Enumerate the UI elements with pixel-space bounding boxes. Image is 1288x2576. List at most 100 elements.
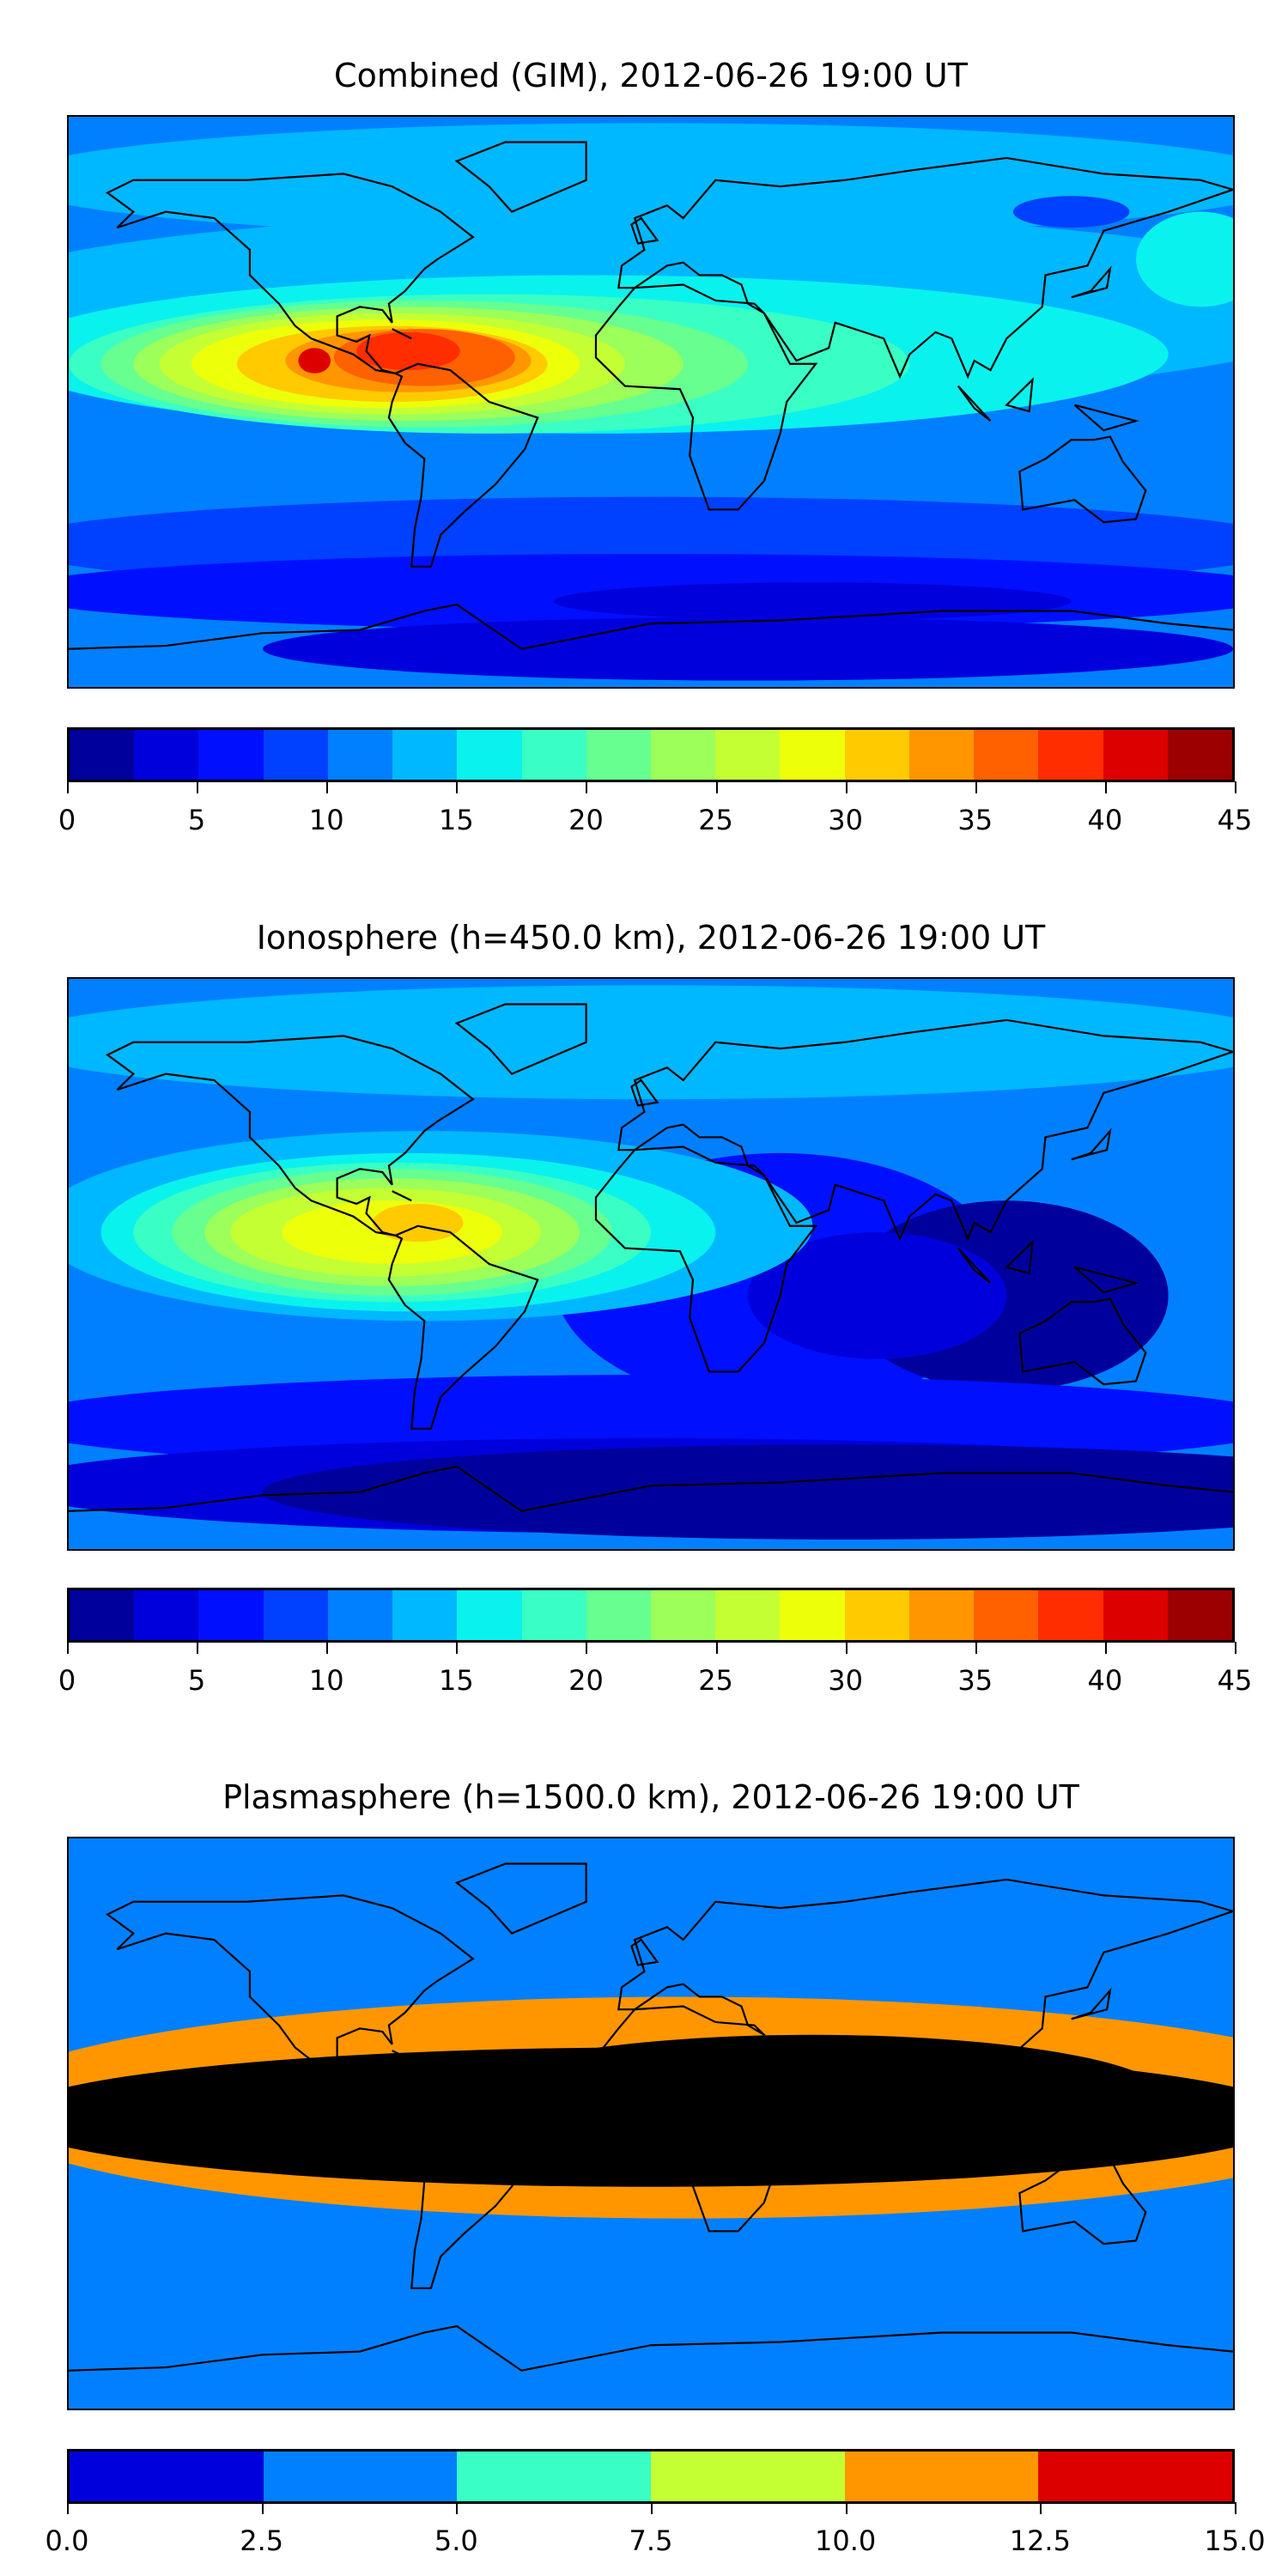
coastline <box>596 2007 816 2232</box>
contour-region <box>263 1444 1233 1540</box>
colorbar-segment <box>1167 1590 1232 1640</box>
colorbar-tick-label: 0.0 <box>45 2524 89 2557</box>
contour-region <box>69 985 1233 1100</box>
colorbar-segment <box>780 1590 845 1640</box>
colorbar-plasmasphere <box>67 2449 1235 2504</box>
colorbar-segment <box>70 2451 264 2501</box>
colorbar-tick-label: 15 <box>438 804 474 836</box>
coastline <box>389 1226 538 1429</box>
coastline <box>958 2108 991 2143</box>
colorbar-combined <box>67 727 1235 782</box>
coastline <box>1006 2101 1032 2133</box>
colorbar-segment <box>134 730 199 780</box>
coastline <box>596 285 816 510</box>
colorbar-tick <box>326 781 329 793</box>
colorbar-ticks-ionosphere: 0 5 10 15 20 25 30 35 40 45 <box>58 1642 1252 1710</box>
contour-region <box>369 2117 460 2143</box>
colorbar-segment <box>521 730 586 780</box>
map-ionosphere <box>67 977 1235 1551</box>
colorbar-tick <box>845 2502 848 2514</box>
colorbar-segment <box>457 1590 522 1640</box>
colorbar-tick <box>586 1642 588 1654</box>
colorbar-tick <box>1235 781 1236 793</box>
colorbar-tick-label: 10.0 <box>815 2524 877 2557</box>
colorbar-segment <box>392 1590 458 1640</box>
colorbar-tick-label: 35 <box>957 804 993 836</box>
coastline <box>958 386 991 422</box>
colorbar-tick-label: 20 <box>568 804 604 836</box>
colorbar-segment <box>844 2451 1039 2501</box>
contour-region <box>373 1203 464 1242</box>
contour-region <box>69 123 1233 238</box>
colorbar-tick <box>715 781 718 793</box>
colorbar-segment <box>263 2451 458 2501</box>
coastline-antarctica <box>69 605 1233 649</box>
colorbar-tick-label: 15.0 <box>1204 2524 1266 2557</box>
colorbar-ticks-plasmasphere: 0.0 2.5 5.0 7.5 10.0 12.5 15.0 <box>46 2502 1266 2571</box>
colorbar-tick <box>845 1642 848 1654</box>
coastline <box>618 1880 1233 2099</box>
coastlines <box>69 1864 1233 2371</box>
coastline <box>1072 1990 1110 2019</box>
colorbar-tick-label: 15 <box>438 1664 474 1697</box>
colorbar-tick-label: 40 <box>1087 804 1123 836</box>
colorbar-tick-label: 0 <box>58 804 76 836</box>
colorbar-tick <box>456 1642 459 1654</box>
coastline <box>1072 1131 1110 1159</box>
colorbar-tick-label: 10 <box>308 804 344 836</box>
colorbar-segment <box>1103 1590 1168 1640</box>
coastline <box>618 1020 1233 1239</box>
coastline <box>618 158 1233 377</box>
colorbar-segment <box>1167 730 1232 780</box>
colorbar-segment <box>908 1590 975 1640</box>
colorbar-segment <box>586 1590 651 1640</box>
colorbar-segment <box>70 1590 135 1640</box>
colorbar-tick <box>261 2502 264 2514</box>
colorbar-segment <box>715 1590 781 1640</box>
coastline <box>1006 1242 1032 1273</box>
coastline <box>457 1005 586 1074</box>
colorbar-tick-label: 35 <box>957 1664 993 1697</box>
colorbar-tick-label: 5 <box>187 1664 206 1697</box>
colorbar-tick <box>586 781 588 793</box>
colorbar-tick-label: 12.5 <box>1009 2524 1071 2557</box>
colorbar-segment <box>974 730 1039 780</box>
contour-region <box>263 617 1233 681</box>
colorbar-ticks-combined: 0 5 10 15 20 25 30 35 40 45 <box>58 781 1252 850</box>
title-plasmasphere: Plasmasphere (h=1500.0 km), 2012-06-26 1… <box>222 1778 1079 1816</box>
contour-region <box>1136 211 1233 307</box>
colorbar-tick-label: 5.0 <box>434 2524 478 2557</box>
coastline <box>1074 405 1136 431</box>
colorbar-tick-label: 2.5 <box>240 2524 284 2557</box>
coastline <box>389 364 538 567</box>
map-plasmasphere <box>67 1837 1235 2410</box>
colorbar-segment <box>198 730 264 780</box>
colorbar-tick-label: 5 <box>187 804 206 836</box>
colorbar-segment <box>327 1590 393 1640</box>
coastline <box>1019 437 1145 523</box>
colorbar-tick-label: 45 <box>1217 804 1253 836</box>
coastline <box>107 173 473 373</box>
colorbar-segment <box>974 1590 1039 1640</box>
colorbar-segment <box>780 730 845 780</box>
colorbar-tick-label: 25 <box>698 1664 733 1697</box>
colorbar-segment <box>327 730 393 780</box>
colorbar-tick <box>845 781 848 793</box>
colorbar-tick <box>197 1642 199 1654</box>
colorbar-segment <box>263 730 328 780</box>
colorbar-tick-label: 40 <box>1087 1664 1123 1697</box>
colorbar-tick <box>67 2502 69 2514</box>
colorbar-tick-label: 25 <box>698 804 733 836</box>
colorbar-segment <box>392 730 458 780</box>
colorbar-segment <box>650 730 716 780</box>
colorbar-segment <box>198 1590 264 1640</box>
colorbar-segment <box>586 730 651 780</box>
title-combined: Combined (GIM), 2012-06-26 19:00 UT <box>334 57 968 94</box>
colorbar-tick <box>1235 2502 1236 2514</box>
colorbar-segment <box>521 1590 586 1640</box>
colorbar-segment <box>650 1590 716 1640</box>
contour-region <box>748 1232 1007 1359</box>
coastline <box>596 1147 816 1372</box>
colorbar-tick <box>715 1642 718 1654</box>
colorbar-tick <box>67 781 69 793</box>
